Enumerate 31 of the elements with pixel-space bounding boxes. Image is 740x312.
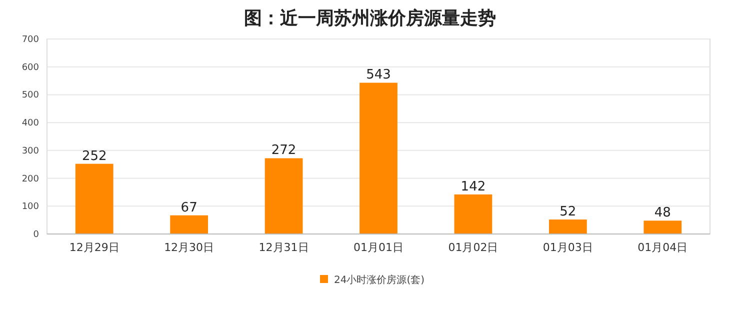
y-tick-label: 100: [22, 202, 40, 212]
x-tick-label: 01月03日: [542, 241, 593, 254]
data-label: 48: [654, 206, 671, 221]
chart-title: 图：近一周苏州涨价房源量走势: [244, 8, 496, 29]
bar: [170, 215, 208, 234]
y-tick-label: 0: [33, 230, 40, 240]
y-tick-label: 200: [22, 174, 40, 184]
bar: [75, 164, 114, 234]
y-tick-label: 400: [22, 118, 40, 129]
x-tick-label: 01月04日: [638, 241, 688, 254]
y-tick-label: 700: [22, 35, 40, 45]
data-label: 67: [180, 200, 198, 216]
bar: [644, 220, 682, 234]
y-tick-label: 600: [22, 62, 40, 73]
x-tick-label: 01月02日: [448, 241, 498, 254]
x-tick-label: 12月29日: [69, 241, 120, 254]
bar: [264, 158, 303, 234]
legend-label: 24小时涨价房源(套): [334, 274, 425, 286]
bar: [360, 82, 398, 234]
x-tick-label: 12月31日: [258, 241, 309, 254]
data-label: 142: [460, 179, 486, 194]
bar: [454, 194, 492, 234]
data-label: 252: [82, 148, 107, 164]
y-tick-label: 500: [22, 90, 40, 101]
y-tick-label: 300: [22, 146, 40, 156]
data-label: 52: [560, 204, 576, 220]
bar: [548, 220, 587, 234]
x-tick-label: 12月30日: [164, 241, 214, 254]
data-label: 543: [366, 68, 391, 83]
data-label: 272: [271, 143, 296, 158]
x-tick-label: 01月01日: [354, 241, 404, 254]
